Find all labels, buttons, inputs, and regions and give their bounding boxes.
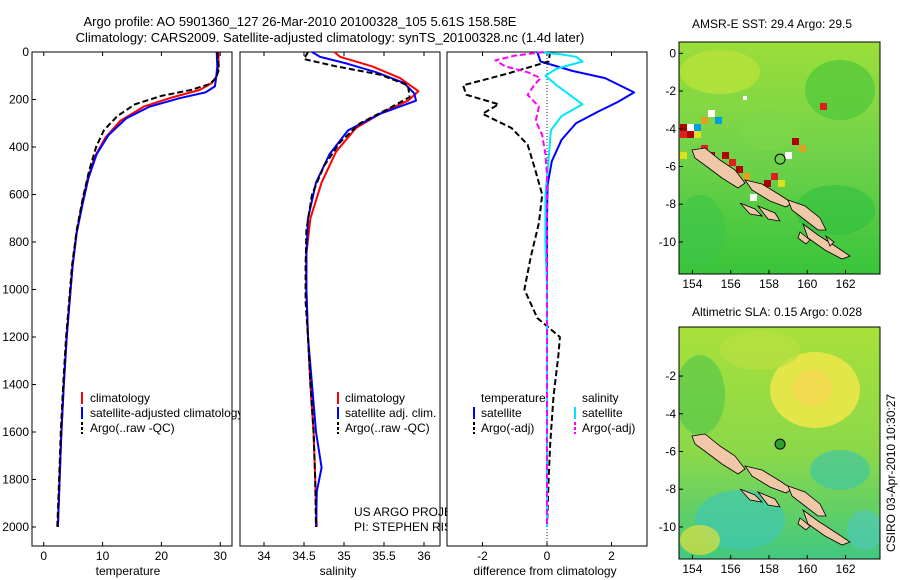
map-x-tick-label: 162: [836, 562, 856, 576]
legend-label-sal-argo: Argo(-adj): [582, 421, 635, 435]
legend-label-temp-satellite: satellite: [481, 406, 522, 420]
difference-panel: -2 0 2 difference from climatology tempera…: [446, 51, 648, 578]
salinity-x-axis: 34 34.5 35 35.5 36: [257, 52, 431, 563]
map-x-tick-label: 156: [721, 277, 741, 291]
series-line-argo-raw-qc: [303, 51, 411, 528]
x-tick-label: 30: [214, 549, 228, 563]
map-y-tick-label: -6: [665, 159, 676, 173]
map-y-tick-label: -4: [665, 407, 676, 421]
y-tick-label: 2000: [2, 520, 29, 534]
sst-map-field: [679, 42, 880, 274]
map-x-tick-label: 158: [759, 562, 779, 576]
temperature-legend: climatology satellite-adjusted climatolo…: [81, 391, 243, 435]
pi-credit: PI: STEPHEN RISER: [354, 520, 469, 534]
series-line-argo-raw-qc: [56, 51, 221, 528]
sla-map-axes: 154 156 158 160 162 -2 -4 -6 -8 -10: [659, 369, 856, 576]
y-tick-label: 1000: [2, 283, 29, 297]
y-tick-label: 800: [9, 235, 29, 249]
legend-heading-temperature: temperature: [481, 391, 546, 405]
y-tick-label: 200: [9, 93, 29, 107]
legend-heading-salinity: salinity: [582, 391, 619, 405]
map-x-tick-label: 156: [721, 562, 741, 576]
y-tick-label: 1200: [2, 330, 29, 344]
map-y-tick-label: -2: [665, 84, 676, 98]
salinity-legend: climatology satellite adj. clim. Argo(..…: [337, 391, 436, 435]
y-tick-label: 1400: [2, 378, 29, 392]
map-x-tick-label: 158: [759, 277, 779, 291]
map-x-tick-label: 154: [682, 562, 702, 576]
map-y-tick-label: -2: [665, 369, 676, 383]
figure-title-line2: Climatology: CARS2009. Satellite-adjuste…: [76, 30, 585, 45]
difference-xlabel: difference from climatology: [473, 564, 616, 578]
x-tick-label: 36: [417, 549, 431, 563]
sla-map-title: Altimetric SLA: 0.15 Argo: 0.028: [692, 305, 862, 319]
temperature-plot-frame: [31, 51, 233, 547]
temperature-panel: 0 200 400 600 800 1000 1200 1400 1600 1800 2000 0 1…: [2, 45, 243, 578]
series-line-satellite-adjusted-climatology: [56, 51, 219, 528]
map-y-tick-label: -8: [665, 197, 676, 211]
map-x-tick-label: 160: [797, 277, 817, 291]
argo-position-marker: [774, 153, 786, 165]
difference-x-axis: -2 0 2: [477, 52, 615, 563]
series-line-salinity-argo-adj: [494, 51, 548, 527]
y-tick-label: 1800: [2, 473, 29, 487]
x-tick-label: 0: [40, 549, 47, 563]
x-tick-label: 0: [544, 549, 551, 563]
salinity-panel: 34 34.5 35 35.5 36 salinity climatology sate…: [239, 51, 469, 578]
legend-label-satellite: satellite-adjusted climatology: [90, 406, 243, 420]
figure-title-line1: Argo profile: AO 5901360_127 26-Mar-2010…: [84, 14, 517, 29]
sst-map-panel: AMSR-E SST: 29.4 Argo: 29.5: [659, 17, 881, 291]
sla-map-panel: Altimetric SLA: 0.15 Argo: 0.028 154 156 1…: [659, 305, 881, 576]
depth-axis: 0 200 400 600 800 1000 1200 1400 1600 1800 2000: [2, 45, 36, 534]
x-tick-label: 10: [96, 549, 110, 563]
x-tick-label: 2: [608, 549, 615, 563]
y-tick-label: 0: [22, 45, 29, 59]
x-tick-label: 34: [257, 549, 271, 563]
difference-profiles: [462, 51, 636, 528]
sst-map-title: AMSR-E SST: 29.4 Argo: 29.5: [692, 17, 852, 31]
sla-map-field: [679, 327, 880, 559]
y-tick-label: 600: [9, 188, 29, 202]
map-y-tick-label: -10: [659, 235, 677, 249]
temperature-x-axis: 0 10 20 30: [40, 52, 227, 563]
legend-label-argo: Argo(..raw -QC): [90, 421, 175, 435]
x-tick-label: 35.5: [372, 549, 396, 563]
x-tick-label: 35: [337, 549, 351, 563]
timestamp-stamp: CSIRO 03-Apr-2010 10:30:27: [884, 394, 898, 552]
legend-label-sal-satellite: satellite: [582, 406, 623, 420]
map-y-tick-label: -10: [659, 520, 677, 534]
legend-label-temp-argo: Argo(-adj): [481, 421, 534, 435]
temperature-xlabel: temperature: [96, 564, 161, 578]
map-y-tick-label: 0: [669, 46, 676, 60]
x-tick-label: 34.5: [292, 549, 316, 563]
map-y-tick-label: -8: [665, 482, 676, 496]
map-y-tick-label: -4: [665, 122, 676, 136]
salinity-profiles: [303, 51, 420, 528]
series-line-temperature-argo-adj: [462, 51, 561, 528]
y-tick-label: 1600: [2, 425, 29, 439]
map-x-tick-label: 160: [797, 562, 817, 576]
difference-legend: temperature satellite Argo(-adj) salinit…: [473, 391, 635, 435]
legend-label-satellite: satellite adj. clim.: [345, 406, 436, 420]
sst-map-axes: 154 156 158 160 162 0 -2 -4 -6 -8 -10: [659, 46, 856, 291]
legend-label-climatology: climatology: [90, 391, 150, 405]
salinity-xlabel: salinity: [320, 564, 357, 578]
legend-label-climatology: climatology: [345, 391, 405, 405]
x-tick-label: 20: [155, 549, 169, 563]
map-x-tick-label: 154: [682, 277, 702, 291]
map-y-tick-label: -6: [665, 444, 676, 458]
map-x-tick-label: 162: [836, 277, 856, 291]
argo-position-marker: [774, 438, 786, 450]
salinity-plot-frame: [239, 51, 441, 547]
legend-label-argo: Argo(..raw -QC): [345, 421, 430, 435]
x-tick-label: -2: [477, 549, 488, 563]
y-tick-label: 400: [9, 140, 29, 154]
project-credit: US ARGO PROJECT: [354, 505, 469, 519]
temperature-profiles: [56, 51, 221, 528]
